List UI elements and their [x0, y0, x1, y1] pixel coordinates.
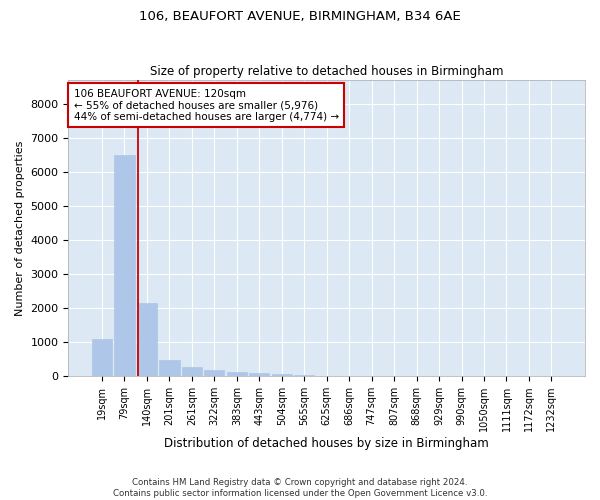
- Title: Size of property relative to detached houses in Birmingham: Size of property relative to detached ho…: [150, 66, 503, 78]
- Text: 106, BEAUFORT AVENUE, BIRMINGHAM, B34 6AE: 106, BEAUFORT AVENUE, BIRMINGHAM, B34 6A…: [139, 10, 461, 23]
- Y-axis label: Number of detached properties: Number of detached properties: [15, 140, 25, 316]
- Bar: [159, 360, 179, 376]
- Bar: [249, 374, 269, 376]
- Bar: [92, 338, 112, 376]
- Bar: [272, 374, 292, 376]
- Bar: [294, 374, 314, 376]
- Bar: [115, 154, 134, 376]
- Bar: [182, 367, 202, 376]
- Bar: [227, 372, 247, 376]
- Text: 106 BEAUFORT AVENUE: 120sqm
← 55% of detached houses are smaller (5,976)
44% of : 106 BEAUFORT AVENUE: 120sqm ← 55% of det…: [74, 88, 338, 122]
- Bar: [137, 303, 157, 376]
- Bar: [204, 370, 224, 376]
- Text: Contains HM Land Registry data © Crown copyright and database right 2024.
Contai: Contains HM Land Registry data © Crown c…: [113, 478, 487, 498]
- X-axis label: Distribution of detached houses by size in Birmingham: Distribution of detached houses by size …: [164, 437, 489, 450]
